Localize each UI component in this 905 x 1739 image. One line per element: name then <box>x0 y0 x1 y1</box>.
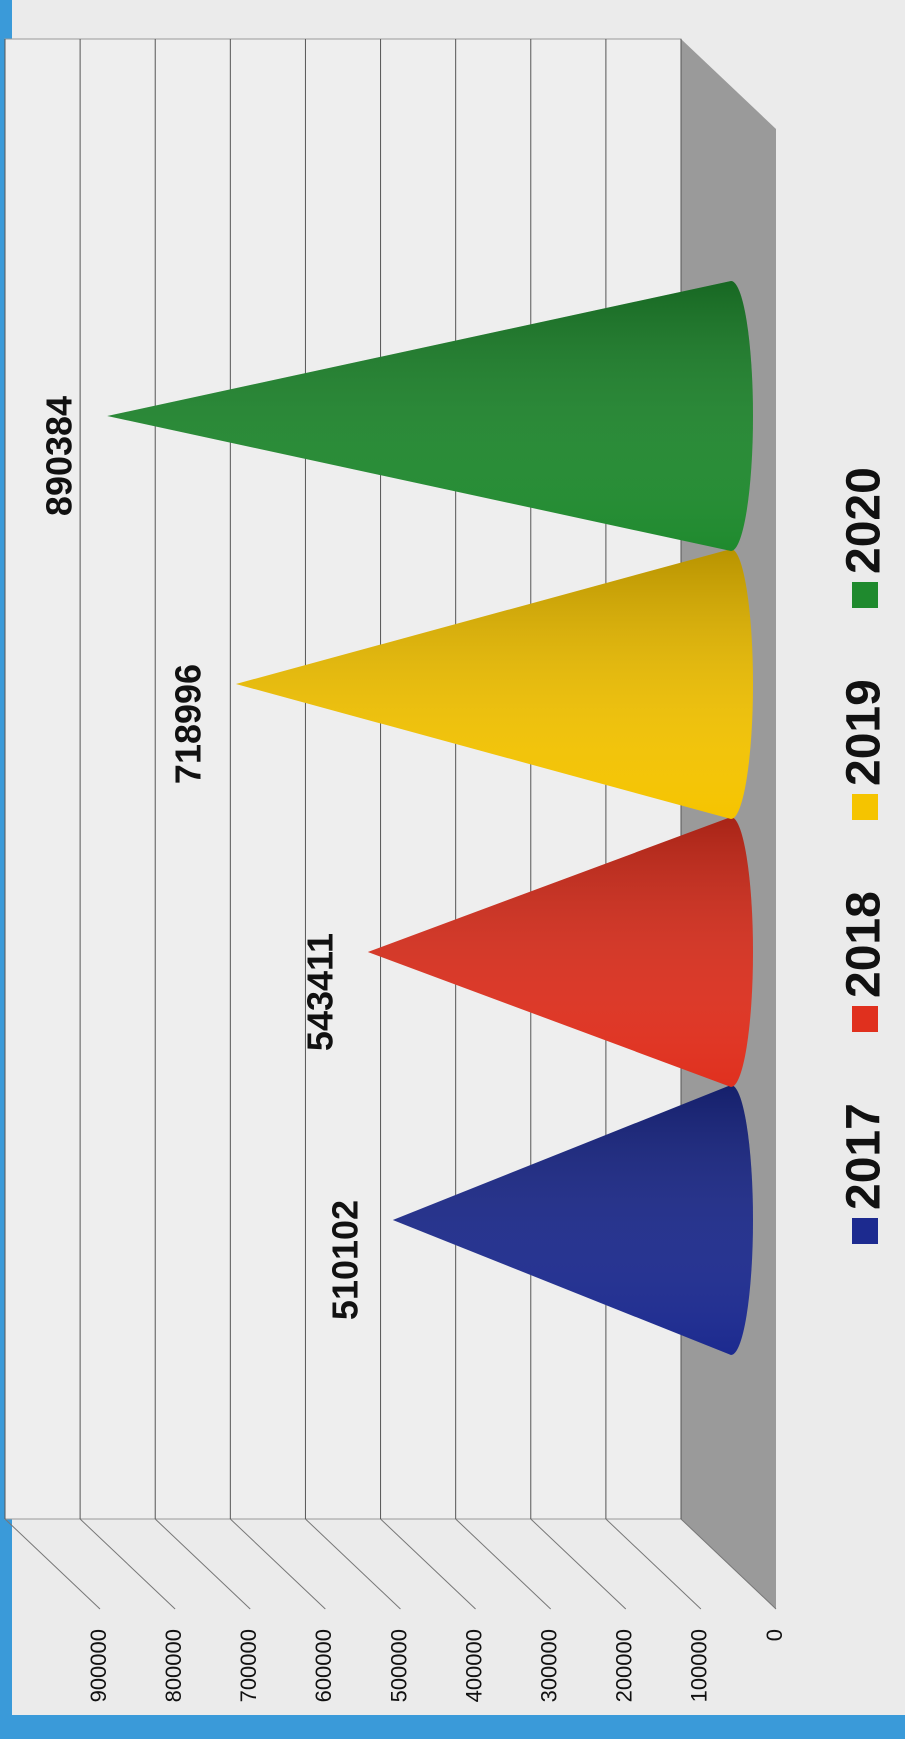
grid-line <box>79 1518 176 1610</box>
legend-label: 2019 <box>838 679 891 786</box>
legend-swatch <box>852 1006 878 1032</box>
plot: 0 100000 200000 300000 400000 500000 600000 700… <box>4 38 891 1702</box>
legend-swatch <box>852 1218 878 1244</box>
y-tick-label: 500000 <box>386 1629 411 1702</box>
y-tick-label: 300000 <box>536 1629 561 1702</box>
grid-line <box>154 1518 251 1610</box>
cone-shade <box>392 1085 753 1355</box>
cone-shade <box>367 817 753 1087</box>
cone-shade <box>235 549 753 819</box>
grid-line <box>229 1518 326 1610</box>
legend-swatch <box>852 582 878 608</box>
legend-label: 2018 <box>838 891 891 998</box>
grid-line <box>455 1518 552 1610</box>
data-label: 510102 <box>324 1200 365 1320</box>
legend-label: 2020 <box>838 467 891 574</box>
grid-line <box>605 1518 702 1610</box>
y-tick-label: 800000 <box>161 1629 186 1702</box>
grid-line <box>4 1518 101 1610</box>
y-tick-label: 700000 <box>236 1629 261 1702</box>
y-tick-label: 100000 <box>687 1629 712 1702</box>
cone-shade <box>107 281 753 551</box>
data-label: 543411 <box>299 933 340 1051</box>
y-tick-label: 0 <box>762 1629 787 1641</box>
grid-line <box>680 1518 777 1610</box>
border-bottom <box>0 1715 905 1739</box>
y-tick-label: 600000 <box>311 1629 336 1702</box>
y-tick-label: 900000 <box>86 1629 111 1702</box>
legend-label: 2017 <box>838 1103 891 1210</box>
grid-line <box>530 1518 627 1610</box>
grid-line <box>380 1518 476 1610</box>
legend-swatch <box>852 794 878 820</box>
y-tick-label: 200000 <box>612 1629 637 1702</box>
data-label: 890384 <box>39 396 80 516</box>
grid-line <box>305 1518 401 1610</box>
data-label: 718996 <box>167 664 208 784</box>
y-tick-label: 400000 <box>461 1629 486 1702</box>
